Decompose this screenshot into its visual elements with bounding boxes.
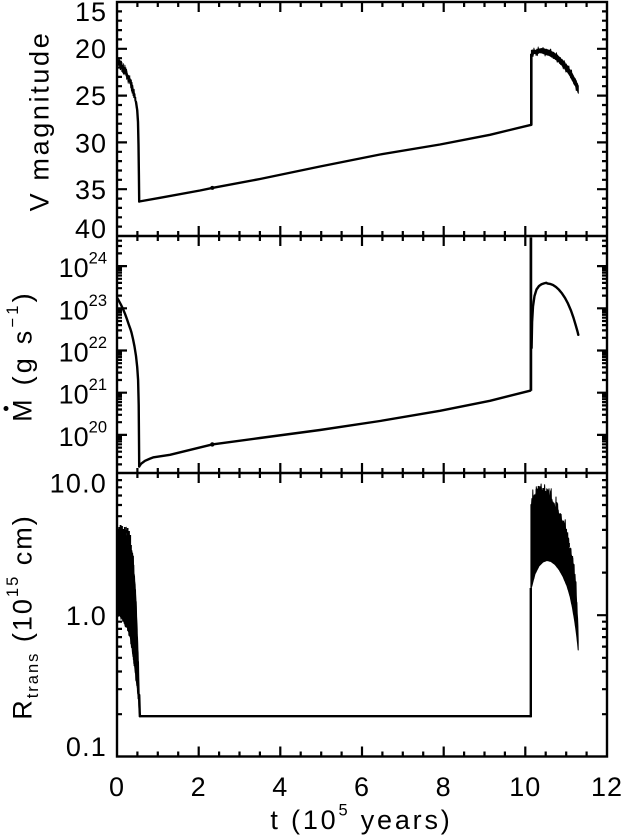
svg-text:8: 8 — [436, 772, 452, 802]
svg-text:1.0: 1.0 — [66, 601, 107, 631]
svg-text:15: 15 — [75, 0, 107, 27]
svg-text:10: 10 — [509, 772, 541, 802]
svg-text:25: 25 — [75, 81, 107, 111]
svg-text:35: 35 — [75, 175, 107, 205]
svg-text:40: 40 — [75, 214, 107, 244]
svg-text:30: 30 — [75, 128, 107, 158]
svg-text:M (g s−1): M (g s−1) — [4, 290, 38, 422]
svg-text:1024: 1024 — [59, 250, 107, 284]
svg-text:1022: 1022 — [59, 334, 107, 368]
svg-text:1023: 1023 — [59, 292, 107, 326]
svg-text:2: 2 — [191, 772, 207, 802]
svg-text:0: 0 — [109, 772, 125, 802]
svg-text:1021: 1021 — [59, 376, 107, 410]
svg-text:4: 4 — [272, 772, 288, 802]
svg-text:1020: 1020 — [59, 418, 107, 452]
svg-text:Rtrans (1015 cm): Rtrans (1015 cm) — [4, 514, 42, 720]
svg-text:6: 6 — [354, 772, 370, 802]
svg-text:V magnitude: V magnitude — [25, 31, 55, 212]
svg-text:10.0: 10.0 — [50, 469, 107, 499]
svg-text:12: 12 — [591, 772, 622, 802]
svg-text:0.1: 0.1 — [66, 732, 107, 762]
svg-text:t (105 years): t (105 years) — [270, 801, 452, 835]
svg-text:20: 20 — [75, 34, 107, 64]
